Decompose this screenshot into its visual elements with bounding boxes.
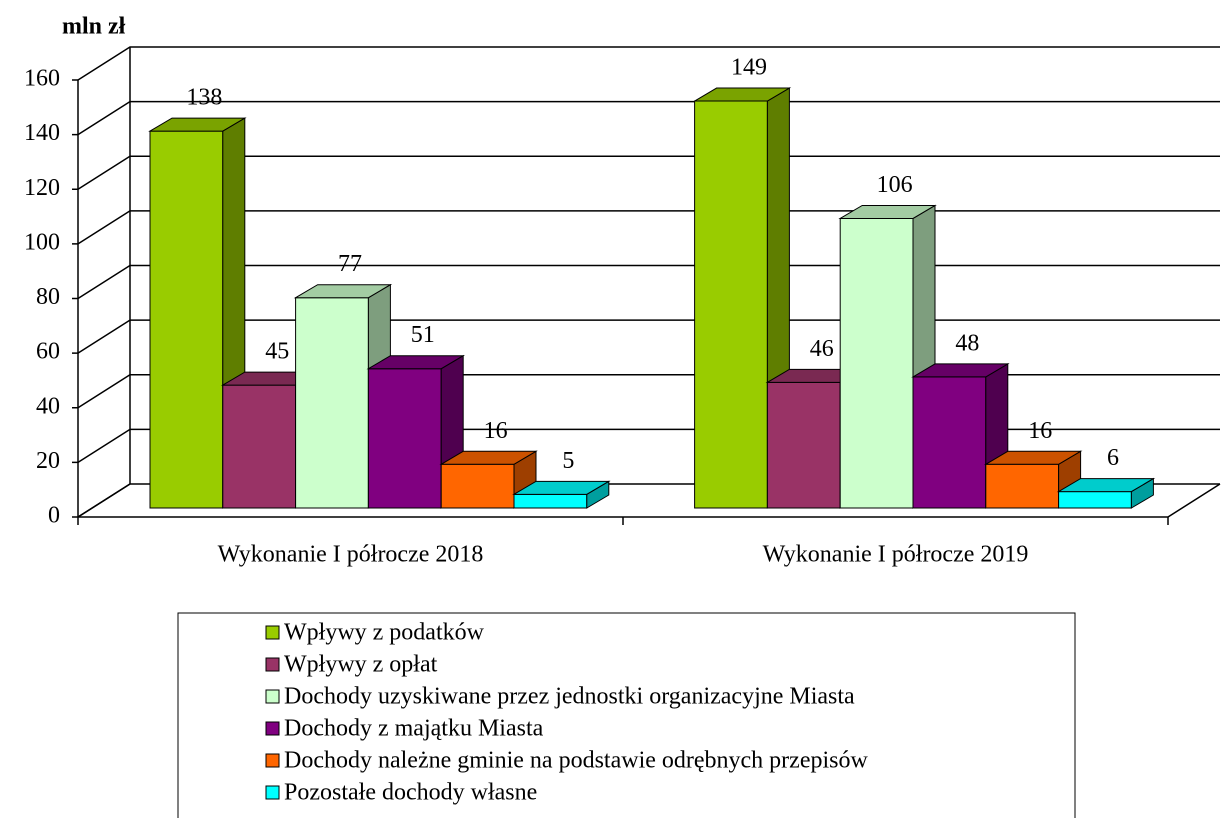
legend-swatch bbox=[265, 785, 280, 800]
grid-line bbox=[77, 319, 1220, 354]
value-label: 138 bbox=[186, 85, 222, 111]
bar-front bbox=[367, 368, 442, 509]
legend-label: Dochody uzyskiwane przez jednostki organ… bbox=[284, 684, 855, 710]
x-tick-label: Wykonanie I półrocze 2019 bbox=[763, 542, 1029, 568]
value-label: 51 bbox=[411, 322, 435, 348]
legend-swatch bbox=[265, 753, 280, 768]
value-label: 16 bbox=[484, 418, 508, 444]
legend-swatch bbox=[265, 657, 280, 672]
bar-front bbox=[912, 376, 987, 509]
legend-swatch bbox=[265, 689, 280, 704]
bar-top bbox=[293, 284, 393, 299]
bar-top bbox=[512, 480, 611, 495]
y-tick-label: 160 bbox=[24, 66, 60, 92]
bar-front bbox=[1058, 491, 1132, 509]
legend-label: Pozostałe dochody własne bbox=[284, 780, 537, 806]
y-tick-label: 20 bbox=[36, 448, 60, 474]
y-tick-label: 80 bbox=[36, 284, 60, 310]
x-tick-label: Wykonanie I półrocze 2018 bbox=[218, 542, 484, 568]
y-tick-label: 40 bbox=[36, 393, 60, 419]
y-tick-label: 120 bbox=[24, 175, 60, 201]
grid-line bbox=[77, 264, 1220, 300]
bar-top bbox=[439, 450, 538, 465]
grid-line bbox=[77, 46, 1220, 81]
bar-front bbox=[295, 297, 369, 509]
bar-front bbox=[839, 217, 914, 509]
grid-line bbox=[77, 100, 1220, 136]
legend-swatch bbox=[265, 721, 280, 736]
bar-top bbox=[983, 450, 1083, 465]
legend-label: Wpływy z opłat bbox=[284, 652, 438, 678]
bar-top bbox=[911, 363, 1010, 378]
value-label: 77 bbox=[338, 251, 362, 277]
bar-front bbox=[985, 463, 1060, 509]
value-label: 16 bbox=[1028, 418, 1052, 444]
bar-top bbox=[1056, 478, 1156, 493]
y-tick-label: 140 bbox=[24, 120, 60, 146]
bar-front bbox=[440, 463, 515, 509]
bar bbox=[983, 450, 1083, 509]
bar bbox=[1056, 477, 1156, 509]
legend-swatch bbox=[265, 625, 280, 640]
value-label: 46 bbox=[810, 336, 834, 362]
y-tick-label: 100 bbox=[24, 229, 60, 255]
bar-top bbox=[366, 355, 466, 370]
grid-line bbox=[77, 155, 1220, 190]
bar-top bbox=[148, 117, 247, 132]
bar-front bbox=[694, 100, 768, 509]
bar-front bbox=[149, 130, 224, 509]
grid-line bbox=[77, 210, 1220, 245]
legend-label: Wpływy z podatków bbox=[284, 620, 485, 646]
bar bbox=[439, 450, 538, 509]
value-label: 149 bbox=[731, 55, 767, 81]
bar bbox=[512, 480, 611, 509]
bar-top bbox=[692, 87, 792, 102]
value-label: 5 bbox=[562, 448, 574, 474]
legend-label: Dochody z majątku Miasta bbox=[284, 716, 544, 742]
legend-label: Dochody należne gminie na podstawie odrę… bbox=[284, 748, 868, 774]
bar bbox=[838, 204, 937, 509]
value-label: 106 bbox=[877, 172, 913, 198]
value-label: 45 bbox=[265, 339, 289, 365]
bar-front bbox=[766, 381, 841, 509]
y-tick-label: 0 bbox=[48, 503, 60, 529]
bar-front bbox=[222, 384, 297, 509]
y-axis-title: mln zł bbox=[62, 14, 126, 40]
legend-box bbox=[177, 612, 1076, 818]
bar-top bbox=[838, 204, 937, 219]
value-label: 48 bbox=[955, 330, 979, 356]
value-label: 6 bbox=[1107, 445, 1119, 471]
y-tick-label: 60 bbox=[36, 339, 60, 365]
bar-front bbox=[513, 493, 588, 509]
